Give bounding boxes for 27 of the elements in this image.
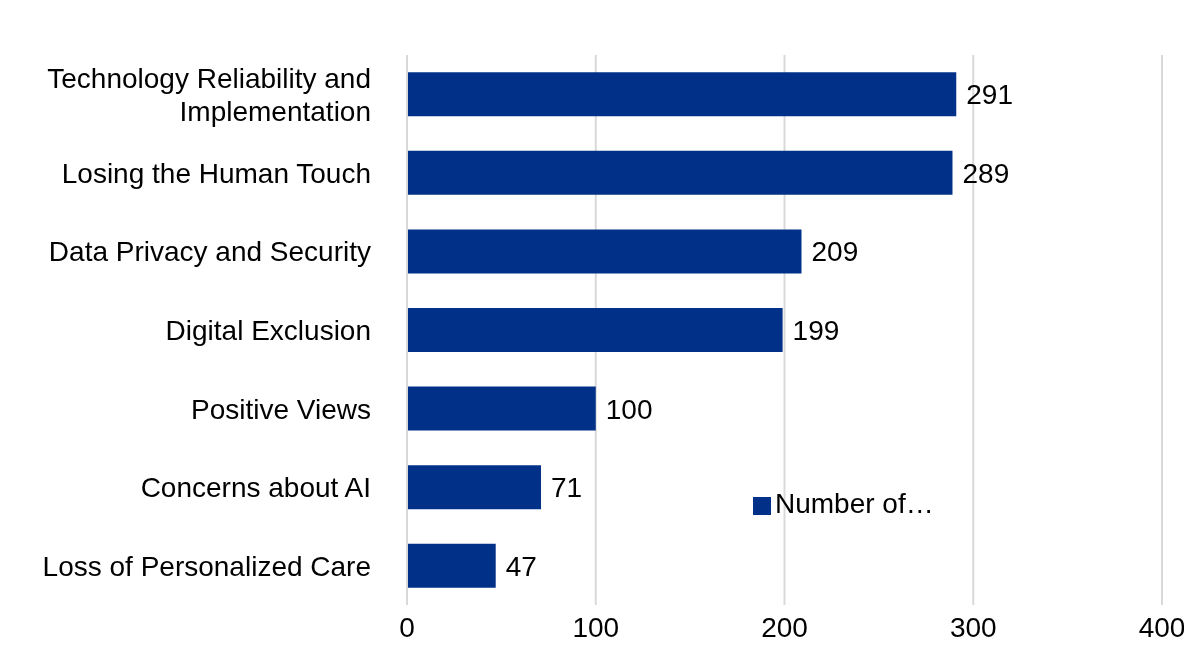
bar xyxy=(407,308,783,352)
bar xyxy=(407,386,596,431)
y-tick-label: Technology Reliability and Implementation xyxy=(47,62,371,127)
data-label: 291 xyxy=(966,79,1013,111)
bar xyxy=(407,229,802,274)
data-label: 47 xyxy=(505,550,537,582)
x-tick-label: 200 xyxy=(761,611,808,643)
x-tick-label: 0 xyxy=(399,611,415,643)
y-tick-label: Data Privacy and Security xyxy=(48,235,371,267)
y-tick-label: Digital Exclusion xyxy=(165,314,371,346)
bar xyxy=(407,150,953,195)
x-tick-label: 100 xyxy=(572,611,620,643)
data-label: 199 xyxy=(792,314,840,346)
y-tick-label: Positive Views xyxy=(190,393,371,425)
bar xyxy=(407,465,542,510)
x-tick-label: 300 xyxy=(949,611,997,643)
bar xyxy=(407,72,957,117)
data-label: 100 xyxy=(605,393,653,425)
bar xyxy=(407,543,496,588)
x-tick-label: 400 xyxy=(1138,611,1186,643)
legend-label: Number of… xyxy=(775,488,934,519)
data-label: 289 xyxy=(962,157,1010,189)
y-tick-label: Loss of Personalized Care xyxy=(42,550,371,582)
data-label: 209 xyxy=(811,236,859,268)
y-tick-label: Concerns about AI xyxy=(140,471,371,503)
y-tick-label: Losing the Human Touch xyxy=(61,157,371,189)
data-label: 71 xyxy=(551,472,583,504)
